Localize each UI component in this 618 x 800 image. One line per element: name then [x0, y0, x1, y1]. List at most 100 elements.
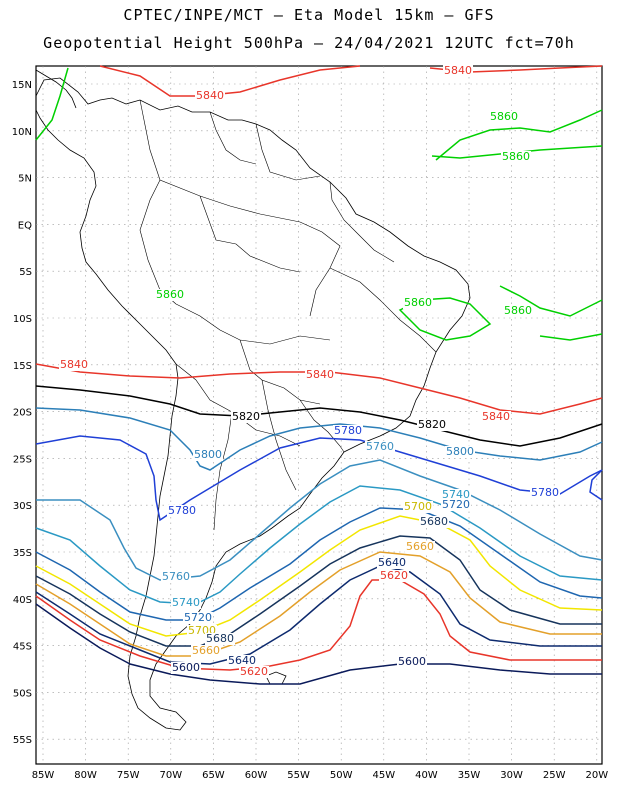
lon-label: 30W: [500, 770, 523, 781]
contour-5780: [35, 435, 603, 522]
contour-label-bg: [333, 425, 363, 437]
contour-label-5680: 5680: [420, 515, 448, 528]
contour-5780-loop: [589, 469, 603, 501]
contour-label-bg: [193, 449, 223, 461]
contour-label-5840: 5840: [60, 358, 88, 371]
contour-label-5600: 5600: [398, 655, 426, 668]
contour-label-bg: [441, 489, 471, 501]
lat-label: EQ: [18, 220, 32, 231]
contour-label-bg: [417, 419, 447, 431]
lon-label: 60W: [245, 770, 268, 781]
contour-label-5780: 5780: [168, 504, 196, 517]
contour-label-5720: 5720: [184, 611, 212, 624]
contour-label-bg: [231, 411, 261, 423]
contour-5860-north: [435, 109, 603, 161]
contour-label-5800: 5800: [194, 448, 222, 461]
contour-lines: [35, 65, 603, 685]
contour-label-bg: [489, 111, 519, 123]
lon-label: 35W: [458, 770, 481, 781]
contour-5640: [35, 565, 602, 665]
lat-label: 20S: [13, 408, 32, 419]
lat-label: 25S: [13, 454, 32, 465]
contour-5840-mid: [35, 363, 603, 415]
contour-label-5860: 5860: [404, 296, 432, 309]
contour-label-5680: 5680: [206, 632, 234, 645]
contour-5820: [35, 385, 603, 447]
lat-label: 45S: [13, 642, 32, 653]
contour-label-bg: [503, 305, 533, 317]
contour-label-bg: [403, 297, 433, 309]
contour-label-5700: 5700: [404, 500, 432, 513]
contour-label-5620: 5620: [240, 665, 268, 678]
contour-labels: 5840 5840 5860 5860 5860 5860 5860 5840 5840 5840…: [59, 64, 560, 678]
contour-label-bg: [239, 666, 269, 678]
lon-label: 55W: [287, 770, 310, 781]
lon-label: 45W: [372, 770, 395, 781]
contour-label-bg: [419, 516, 449, 528]
contour-5720: [35, 507, 603, 621]
title-line-2: Geopotential Height 500hPa – 24/04/2021 …: [43, 34, 575, 52]
contour-label-bg: [445, 446, 475, 458]
contour-label-bg: [379, 570, 409, 582]
contour-label-bg: [183, 612, 213, 624]
contour-label-5740: 5740: [442, 488, 470, 501]
contour-5860-atlantic: [499, 285, 603, 341]
contour-label-bg: [377, 557, 407, 569]
contour-label-5820: 5820: [418, 418, 446, 431]
lat-label: 50S: [13, 688, 32, 699]
lat-label: 5S: [19, 267, 32, 278]
lat-label: 30S: [13, 501, 32, 512]
contour-label-bg: [161, 571, 191, 583]
contour-label-bg: [397, 656, 427, 668]
lat-label: 15S: [13, 361, 32, 372]
title-line-1: CPTEC/INPE/MCT – Eta Model 15km – GFS: [123, 6, 495, 24]
lon-label: 80W: [74, 770, 97, 781]
contour-label-bg: [205, 633, 235, 645]
lat-label: 10N: [12, 127, 32, 138]
lat-label: 55S: [13, 735, 32, 746]
contour-label-5860: 5860: [490, 110, 518, 123]
central-america-coastline: [35, 69, 77, 109]
contour-label-5820: 5820: [232, 410, 260, 423]
contour-5800: [35, 407, 603, 471]
contour-label-5860: 5860: [502, 150, 530, 163]
contour-label-5760: 5760: [366, 440, 394, 453]
lon-label: 70W: [159, 770, 182, 781]
contour-label-bg: [481, 411, 511, 423]
lat-label: 5N: [18, 174, 32, 185]
contour-5660: [35, 551, 602, 657]
contour-label-bg: [443, 65, 473, 77]
grid-lines: [36, 66, 602, 764]
axis-labels: 15N 10N 5N EQ 5S 10S 15S 20S 25S 30S 35S 40S 45S 50S 5…: [12, 80, 608, 781]
contour-5680: [35, 535, 602, 647]
contour-label-bg: [171, 662, 201, 674]
contour-5700: [35, 515, 603, 637]
south-america-coastline: [35, 77, 471, 731]
contour-label-bg: [365, 441, 395, 453]
contour-label-bg: [155, 289, 185, 301]
contour-label-bg: [227, 655, 257, 667]
lon-label: 75W: [117, 770, 140, 781]
lat-label: 15N: [12, 80, 32, 91]
lon-label: 40W: [415, 770, 438, 781]
contour-label-5860: 5860: [504, 304, 532, 317]
contour-label-bg: [305, 369, 335, 381]
contour-label-5860: 5860: [156, 288, 184, 301]
contour-label-bg: [167, 505, 197, 517]
lat-label: 10S: [13, 314, 32, 325]
contour-label-bg: [501, 151, 531, 163]
contour-label-5660: 5660: [192, 644, 220, 657]
contour-label-bg: [171, 597, 201, 609]
contour-label-5780: 5780: [531, 486, 559, 499]
lon-label: 50W: [330, 770, 353, 781]
contour-label-5720: 5720: [442, 498, 470, 511]
contour-label-bg: [441, 499, 471, 511]
contour-label-bg: [191, 645, 221, 657]
contour-5860-north-lower: [431, 145, 603, 159]
contour-5620: [35, 579, 602, 671]
contour-label-5640: 5640: [228, 654, 256, 667]
contour-label-bg: [403, 501, 433, 513]
contour-label-bg: [195, 90, 225, 102]
lon-label: 85W: [32, 770, 55, 781]
